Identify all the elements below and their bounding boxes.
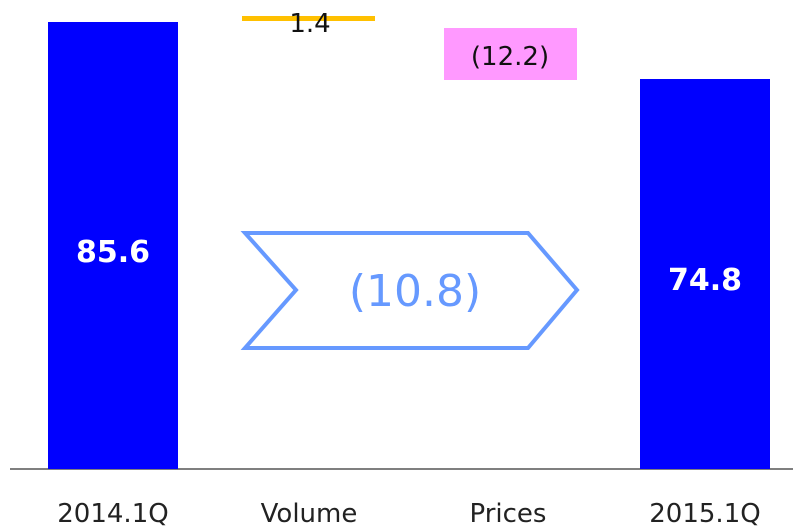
net-change-label: (10.8) bbox=[349, 266, 481, 317]
category-label-volume: Volume bbox=[261, 499, 358, 529]
category-label-prices: Prices bbox=[470, 499, 547, 529]
label-prices: (12.2) bbox=[471, 42, 549, 72]
net-change-arrow bbox=[240, 231, 580, 350]
bar-label-2015-1q: 74.8 bbox=[668, 263, 742, 298]
bar-2015-1q bbox=[640, 79, 770, 469]
bar-volume bbox=[242, 16, 375, 21]
bar-label-2014-1q: 85.6 bbox=[76, 235, 150, 270]
bar-2014-1q bbox=[48, 22, 178, 469]
label-bg-prices bbox=[444, 28, 577, 80]
label-volume: 1.4 bbox=[289, 9, 330, 39]
category-label-2015-1q: 2015.1Q bbox=[649, 499, 760, 529]
category-label-2014-1q: 2014.1Q bbox=[57, 499, 168, 529]
